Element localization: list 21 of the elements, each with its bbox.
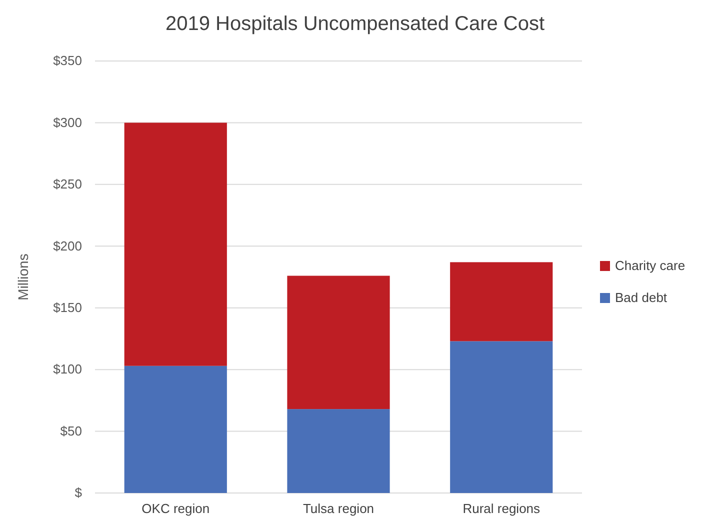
y-tick-label: $250 xyxy=(53,176,82,192)
bar xyxy=(124,366,227,493)
y-axis-title: Millions xyxy=(15,254,31,300)
y-tick-label: $200 xyxy=(53,238,82,254)
y-tick-label: $300 xyxy=(53,114,82,130)
y-tick-label: $350 xyxy=(53,53,82,68)
bar xyxy=(450,262,553,342)
chart-title: 2019 Hospitals Uncompensated Care Cost xyxy=(165,13,545,35)
bar xyxy=(287,276,390,410)
bar xyxy=(287,409,390,493)
y-tick-label: $ xyxy=(74,485,83,500)
x-tick-label: Tulsa region xyxy=(302,500,374,516)
legend-label: Bad debt xyxy=(615,290,668,305)
bar xyxy=(124,122,227,366)
legend-label: Charity care xyxy=(615,258,686,273)
x-tick-label: Rural regions xyxy=(462,500,541,516)
bar xyxy=(450,341,553,493)
x-tick-label: OKC region xyxy=(142,500,210,516)
y-tick-label: $150 xyxy=(53,300,82,316)
y-tick-label: $50 xyxy=(60,423,82,438)
y-tick-label: $100 xyxy=(53,362,82,377)
